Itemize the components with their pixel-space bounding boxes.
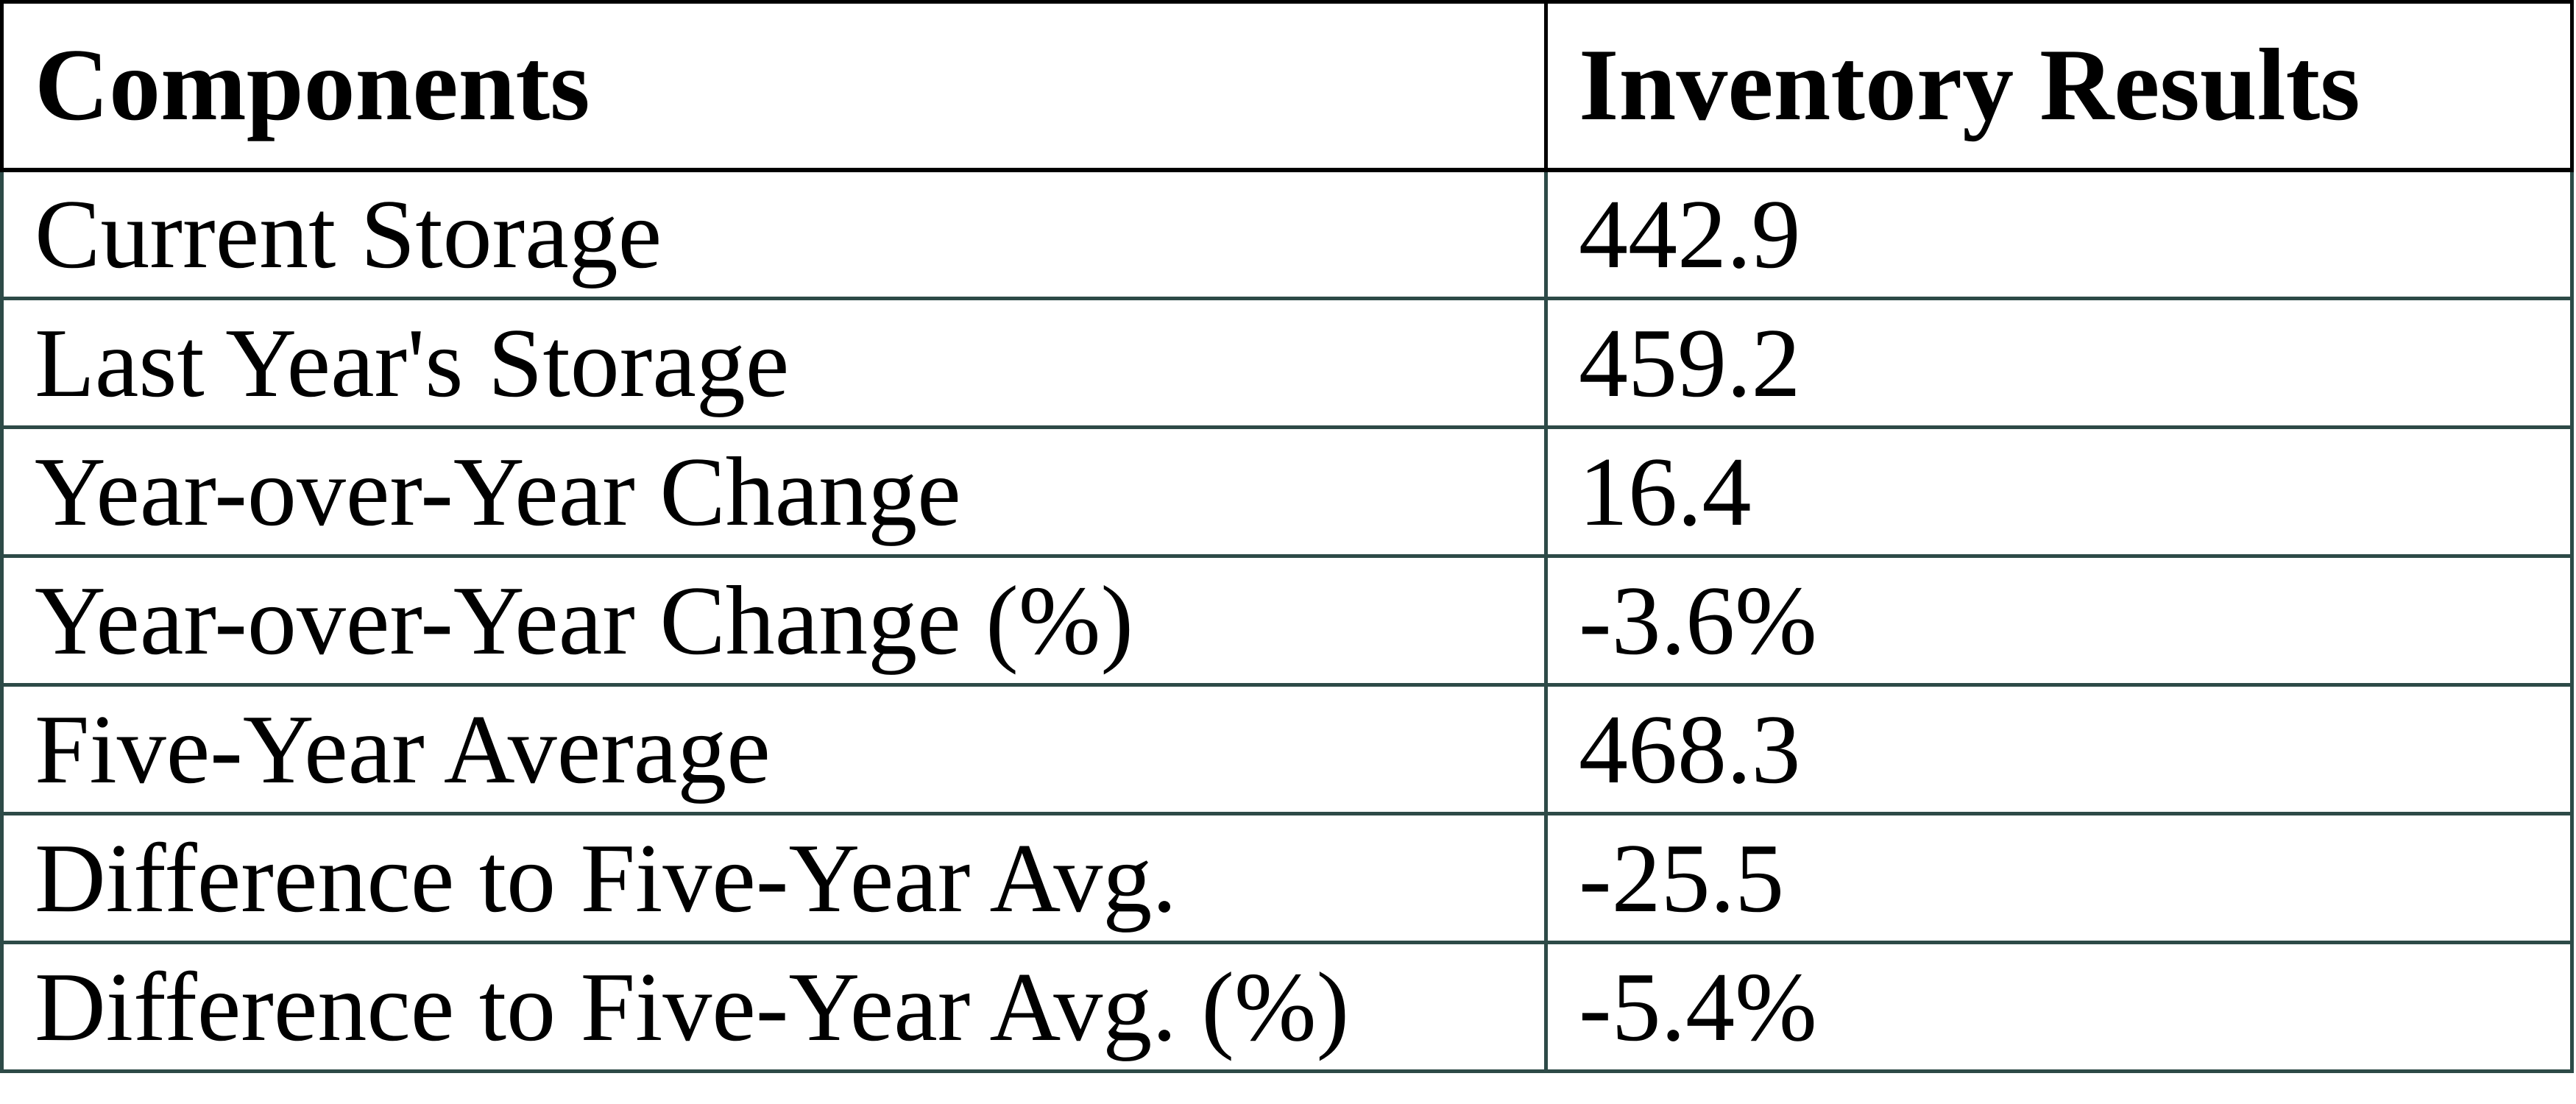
table-row: Year-over-Year Change (%) -3.6% [0, 554, 2574, 687]
column-header-components: Components [0, 0, 1548, 172]
component-label-cell: Last Year's Storage [0, 297, 1548, 429]
component-label-cell: Year-over-Year Change [0, 425, 1548, 558]
table-row: Year-over-Year Change 16.4 [0, 425, 2574, 558]
inventory-value-cell: -3.6% [1544, 554, 2574, 687]
inventory-value-cell: -25.5 [1544, 812, 2574, 944]
column-header-inventory-results: Inventory Results [1544, 0, 2574, 172]
inventory-value-cell: -5.4% [1544, 941, 2574, 1073]
inventory-value-cell: 459.2 [1544, 297, 2574, 429]
component-label-cell: Difference to Five-Year Avg. (%) [0, 941, 1548, 1073]
table-row: Difference to Five-Year Avg. (%) -5.4% [0, 941, 2574, 1073]
inventory-value-cell: 16.4 [1544, 425, 2574, 558]
component-label-cell: Five-Year Average [0, 683, 1548, 815]
inventory-results-table: Components Inventory Results Current Sto… [0, 0, 2574, 1073]
component-label-cell: Difference to Five-Year Avg. [0, 812, 1548, 944]
table-row: Five-Year Average 468.3 [0, 683, 2574, 815]
table-row: Last Year's Storage 459.2 [0, 297, 2574, 429]
inventory-value-cell: 442.9 [1544, 168, 2574, 300]
component-label-cell: Current Storage [0, 168, 1548, 300]
table-header-row: Components Inventory Results [0, 0, 2574, 172]
table-row: Difference to Five-Year Avg. -25.5 [0, 812, 2574, 944]
table-row: Current Storage 442.9 [0, 168, 2574, 300]
inventory-value-cell: 468.3 [1544, 683, 2574, 815]
component-label-cell: Year-over-Year Change (%) [0, 554, 1548, 687]
